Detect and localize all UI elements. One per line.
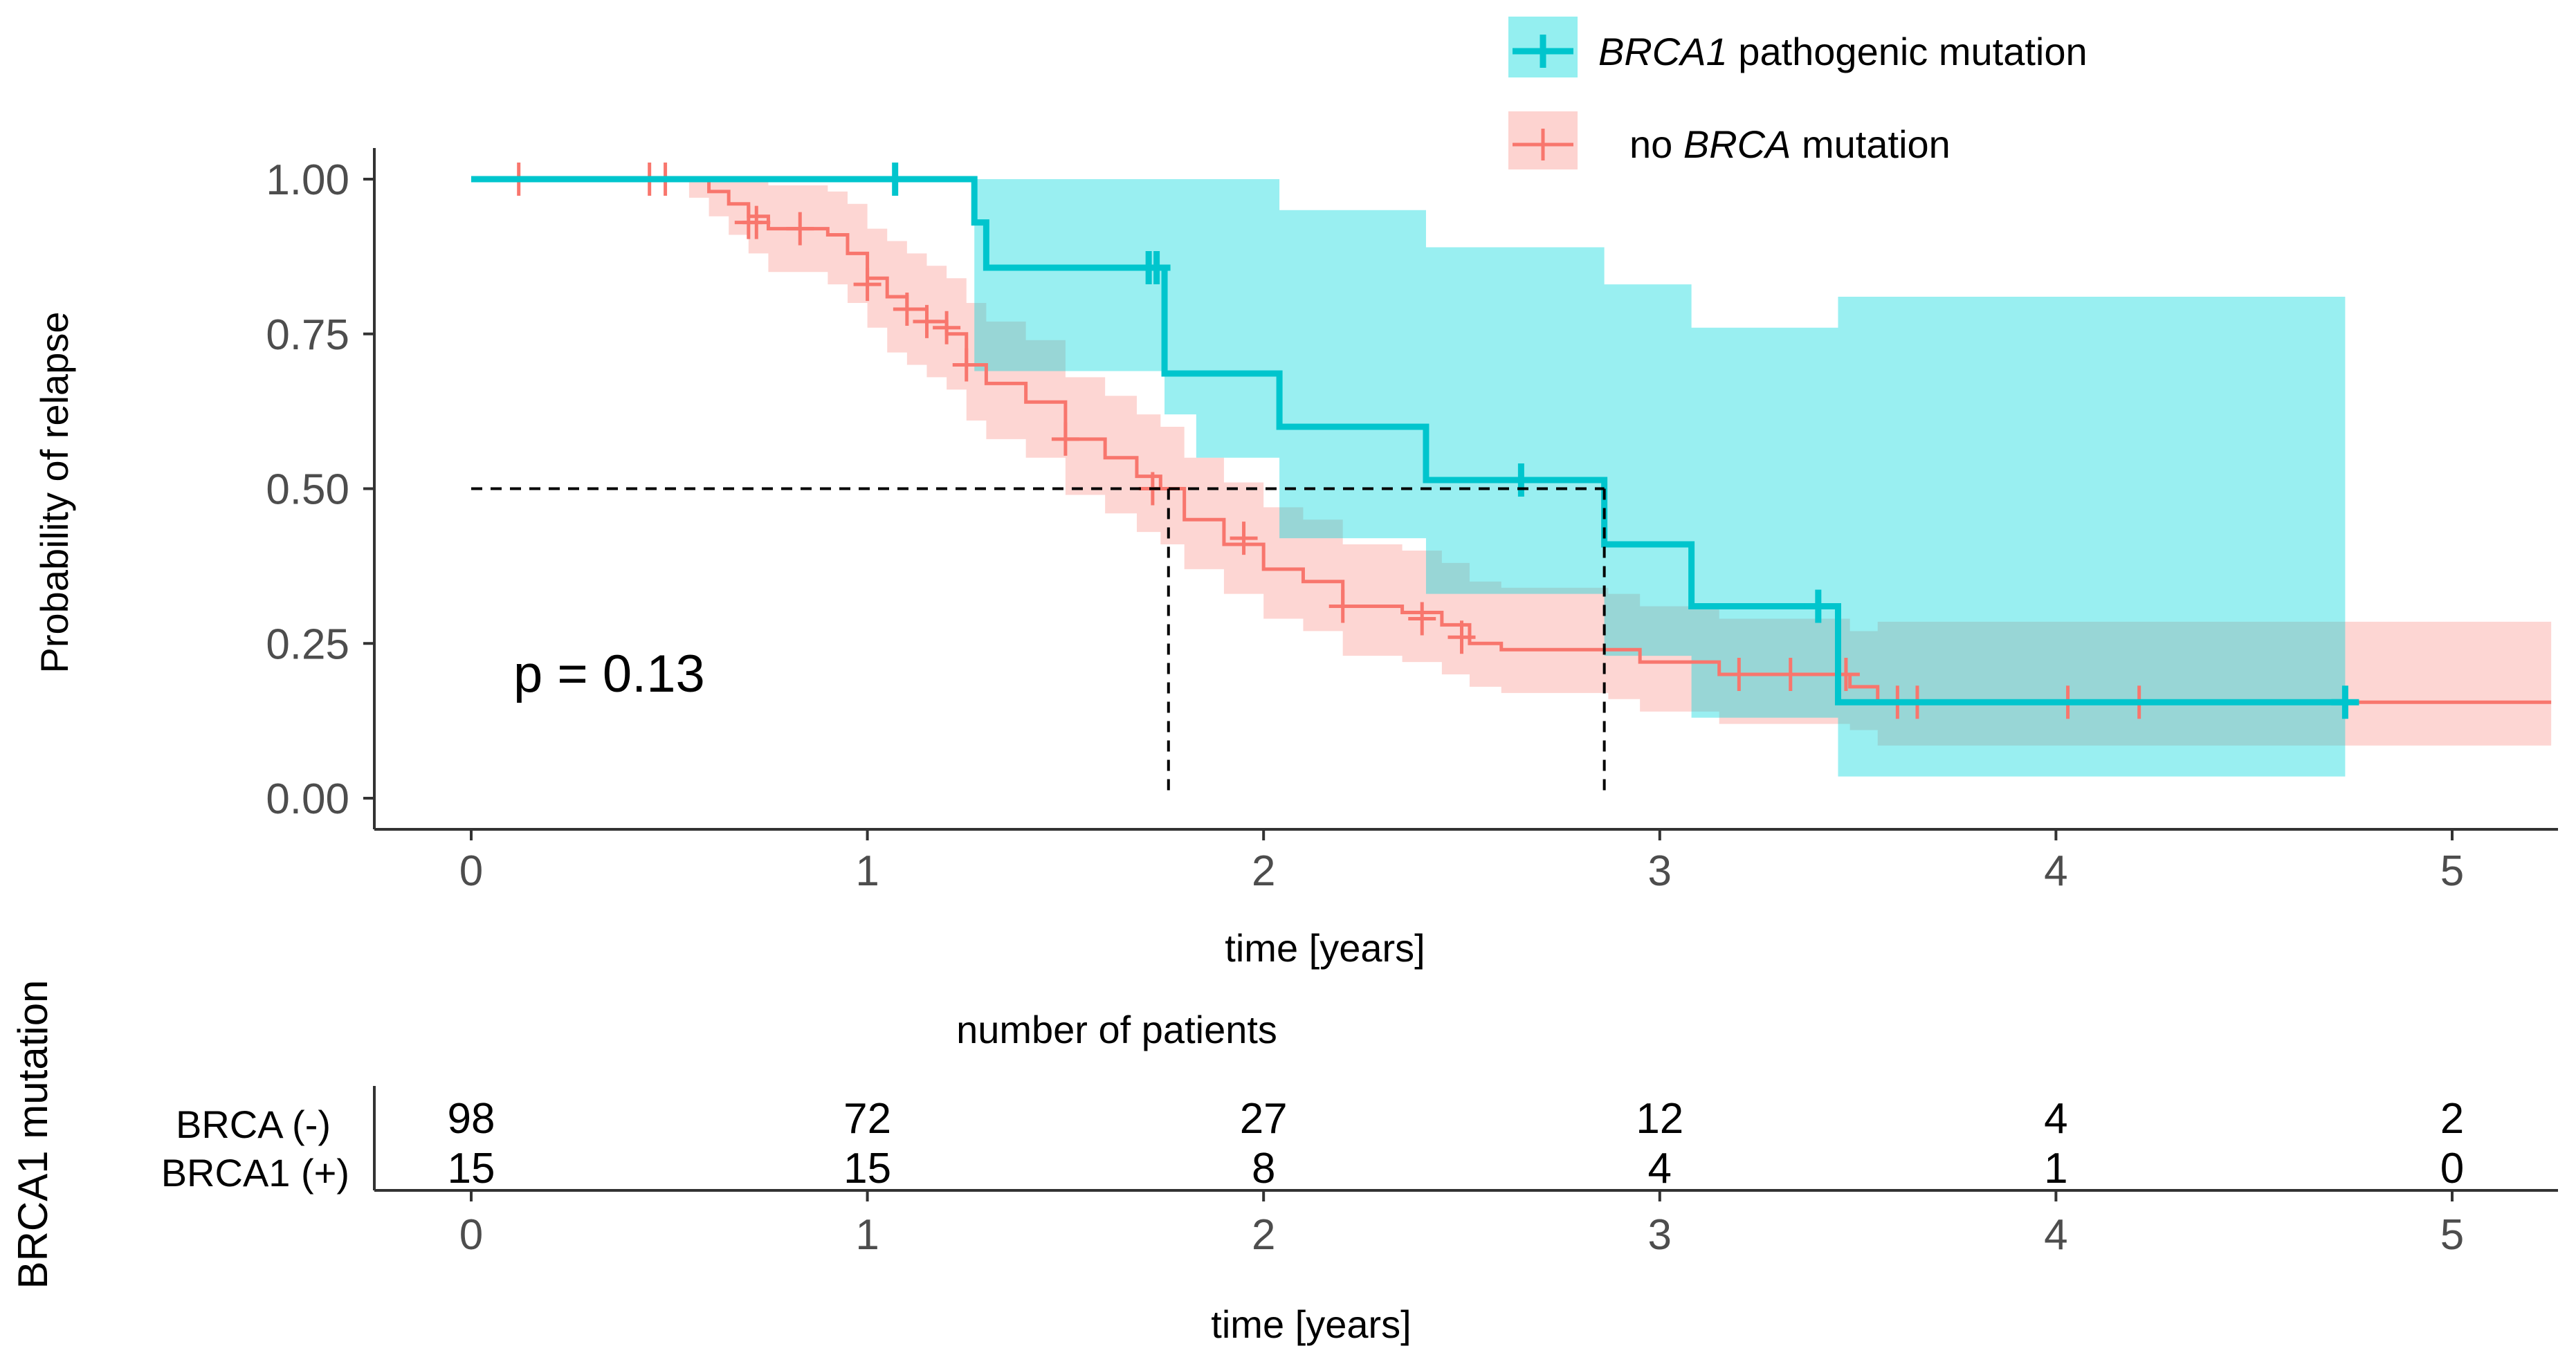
- legend-label: mutation: [1791, 122, 1950, 166]
- x-tick-label: 5: [2440, 847, 2464, 895]
- censor-mark: [2331, 685, 2359, 719]
- risk-cell: 15: [843, 1145, 891, 1192]
- x-tick-label: 4: [2044, 847, 2067, 895]
- risk-cell: 1: [2044, 1145, 2067, 1192]
- risk-cell: 4: [1648, 1145, 1672, 1192]
- x-tick-label: 3: [1648, 847, 1672, 895]
- risk-cell: 72: [843, 1095, 891, 1143]
- legend-text-no-brca: no BRCA mutation: [1629, 122, 1951, 166]
- risk-x-tick-label: 2: [1252, 1211, 1275, 1259]
- legend-label-italic: BRCA: [1683, 122, 1791, 166]
- censor-mark: [1408, 602, 1436, 636]
- survival-curve-no-brca: [471, 177, 2552, 704]
- risk-x-tick-label: 5: [2440, 1211, 2464, 1259]
- censor-mark: [1051, 422, 1079, 456]
- censor-mark: [786, 212, 814, 246]
- y-tick-label: 0.75: [266, 311, 349, 359]
- risk-table-title: number of patients: [956, 1008, 1277, 1051]
- legend-item-no-brca: no BRCA mutation: [1508, 111, 1951, 169]
- risk-cell: 15: [448, 1145, 495, 1192]
- censor-mark: [853, 268, 881, 302]
- y-tick-label: 0.25: [266, 620, 349, 668]
- censor-mark: [1725, 658, 1753, 691]
- risk-cells: 98 72 27 12 4 215 15 8 4 1 00 1 2 3 4 5: [373, 1086, 2558, 1259]
- median-lines: [471, 487, 1606, 798]
- risk-row-label-brca-neg: BRCA (-): [176, 1103, 331, 1146]
- legend-label: no: [1629, 122, 1683, 166]
- axes: 0.00 0.25 0.50 0.75 1.00 0 1 2 3 4 5: [266, 148, 2558, 895]
- censor-mark: [952, 348, 980, 382]
- risk-row-label-brca1-pos: BRCA1 (+): [161, 1151, 349, 1195]
- risk-table-x-label: time [years]: [1211, 1302, 1411, 1346]
- censor-mark: [933, 311, 961, 344]
- risk-cell: 27: [1240, 1095, 1288, 1143]
- x-tick-label: 1: [855, 847, 879, 895]
- x-axis-label: time [years]: [1225, 926, 1425, 970]
- legend-text-brca1: BRCA1 pathogenic mutation: [1598, 30, 2088, 73]
- ci-band-brca1: [471, 179, 2346, 777]
- risk-cell: 4: [2044, 1095, 2067, 1143]
- p-value: p = 0.13: [513, 645, 705, 703]
- risk-x-tick-label: 0: [459, 1211, 483, 1259]
- censor-mark: [1447, 620, 1476, 654]
- y-tick-label: 0.50: [266, 466, 349, 514]
- censor-mark: [1776, 658, 1805, 691]
- censor-mark: [893, 292, 921, 326]
- risk-cell: 0: [2440, 1145, 2464, 1192]
- risk-cell: 2: [2440, 1095, 2464, 1143]
- y-tick-label: 1.00: [266, 156, 349, 204]
- y-axis-label: Probability of relapse: [33, 312, 76, 674]
- censor-mark: [913, 304, 941, 338]
- legend-label: pathogenic mutation: [1728, 30, 2088, 73]
- x-tick-label: 2: [1252, 847, 1275, 895]
- x-tick-label: 0: [459, 847, 483, 895]
- risk-table: number of patients BRCA1 mutation BRCA (…: [10, 980, 2558, 1346]
- risk-table-y-label: BRCA1 mutation: [10, 980, 56, 1289]
- censor-mark: [881, 163, 909, 196]
- risk-x-tick-label: 1: [855, 1211, 879, 1259]
- censor-mark: [1507, 463, 1535, 497]
- risk-cell: 98: [448, 1095, 495, 1143]
- censor-mark: [742, 205, 771, 239]
- risk-cell: 8: [1252, 1145, 1275, 1192]
- censor-mark: [1804, 589, 1832, 623]
- censor-mark: [1142, 250, 1171, 284]
- risk-cell: 12: [1636, 1095, 1683, 1143]
- survival-curves: [471, 163, 2552, 719]
- risk-x-tick-label: 4: [2044, 1211, 2067, 1259]
- censor-mark: [1230, 522, 1258, 555]
- censor-mark: [1328, 589, 1357, 623]
- risk-x-tick-label: 3: [1648, 1211, 1672, 1259]
- legend: BRCA1 pathogenic mutation no BRCA mutati…: [1508, 17, 2088, 169]
- y-tick-label: 0.00: [266, 775, 349, 823]
- survival-curve-brca1: [471, 176, 2346, 706]
- legend-label-italic: BRCA1: [1598, 30, 1728, 73]
- legend-item-brca1: BRCA1 pathogenic mutation: [1508, 17, 2088, 77]
